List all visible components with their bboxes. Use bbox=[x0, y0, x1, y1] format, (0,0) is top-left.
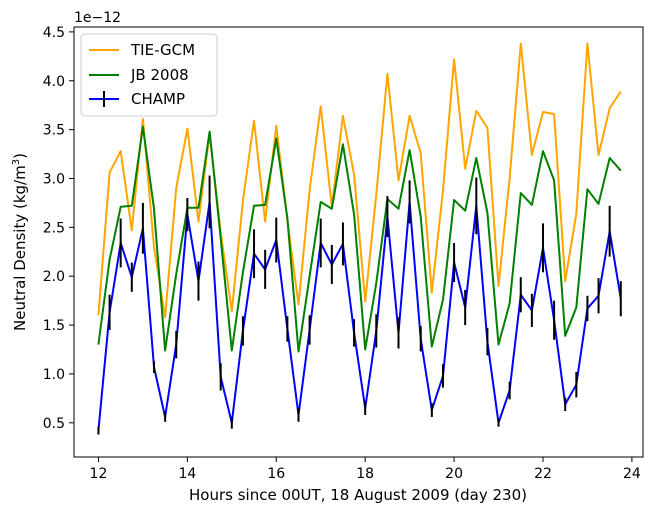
series-line-jb-2008 bbox=[97, 125, 622, 353]
y-tick-label: 2.0 bbox=[43, 269, 65, 285]
x-axis-label: Hours since 00UT, 18 August 2009 (day 23… bbox=[189, 486, 527, 504]
y-tick-label: 4.5 bbox=[43, 25, 65, 41]
y-tick-label: 4.0 bbox=[43, 74, 65, 90]
legend-label-champ: CHAMP bbox=[131, 90, 185, 108]
y-axis-label-tail: ) bbox=[11, 153, 29, 159]
axes-frame bbox=[73, 26, 644, 458]
x-tick-label: 18 bbox=[356, 466, 374, 482]
x-tick-label: 16 bbox=[267, 466, 285, 482]
x-tick-label: 12 bbox=[90, 466, 108, 482]
y-tick-label: 3.5 bbox=[43, 123, 65, 139]
legend-label-tie-gcm: TIE-GCM bbox=[130, 41, 195, 59]
y-axis-label-base: Neutral Density (kg/m bbox=[11, 165, 29, 331]
series-line-tie-gcm bbox=[97, 42, 622, 319]
y-axis-label: Neutral Density (kg/m3) bbox=[11, 153, 29, 331]
y-tick-label: 1.0 bbox=[43, 367, 65, 383]
legend: TIE-GCM JB 2008 CHAMP bbox=[80, 33, 218, 117]
y-axis-label-superscript: 3 bbox=[11, 159, 22, 165]
legend-label-jb2008: JB 2008 bbox=[130, 66, 189, 84]
y-tick-label: 2.5 bbox=[43, 220, 65, 236]
x-tick-label: 14 bbox=[178, 466, 196, 482]
y-tick-label: 0.5 bbox=[43, 416, 65, 432]
y-tick-label: 3.0 bbox=[43, 171, 65, 187]
plot-area bbox=[97, 42, 622, 435]
y-tick-label: 1.5 bbox=[43, 318, 65, 334]
x-tick-label: 20 bbox=[445, 466, 463, 482]
axis-ticks: 12 14 16 18 20 22 24 0.5 1.0 1.5 2.0 2.5 3.0 3.5 4.0 4.… bbox=[43, 25, 641, 482]
y-offset-label: 1e−12 bbox=[74, 10, 121, 26]
x-tick-label: 24 bbox=[623, 466, 641, 482]
x-tick-label: 22 bbox=[534, 466, 552, 482]
series-line-champ bbox=[97, 200, 622, 431]
legend-box bbox=[80, 33, 218, 117]
